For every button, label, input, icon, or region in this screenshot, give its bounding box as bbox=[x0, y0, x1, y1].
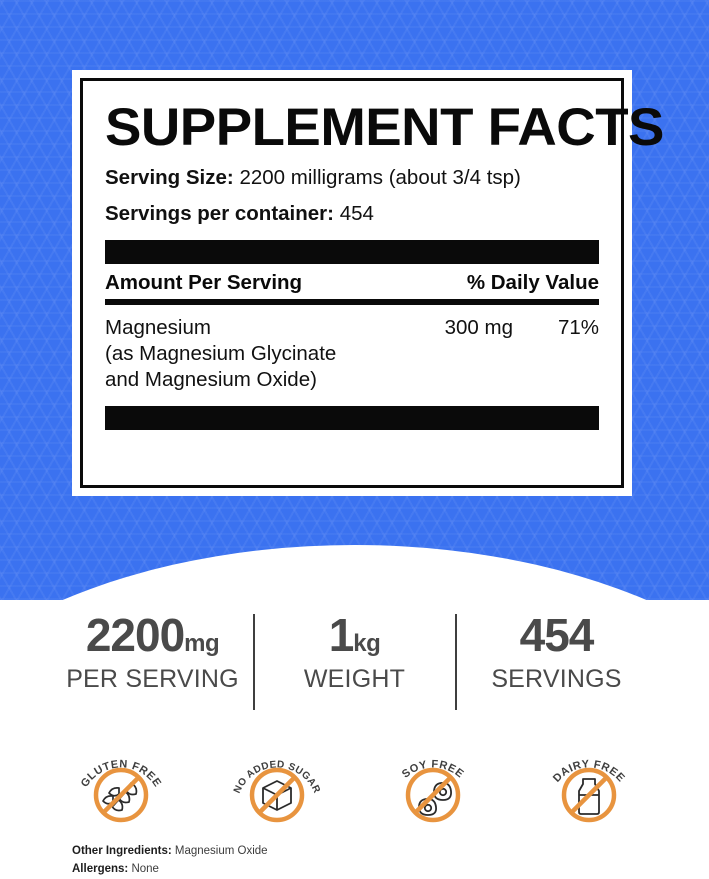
badge-no-added-sugar-label: NO ADDED SUGAR bbox=[231, 759, 321, 795]
stat-per-serving: 2200mg PER SERVING bbox=[53, 612, 253, 692]
nutrient-source-line-1: (as Magnesium Glycinate bbox=[105, 342, 337, 366]
supplement-facts-border: SUPPLEMENT FACTS Serving Size: 2200 mill… bbox=[80, 78, 664, 488]
stat-servings: 454 SERVINGS bbox=[457, 612, 657, 692]
table-row: Magnesium 300 mg 71% (as Magnesium Glyci… bbox=[105, 315, 599, 394]
stat-servings-value: 454 bbox=[519, 609, 595, 661]
table-top-bar bbox=[105, 240, 599, 264]
allergens-label: Allergens: bbox=[72, 862, 129, 875]
page-title: SUPPLEMENT FACTS bbox=[105, 98, 664, 157]
stat-divider-1 bbox=[252, 614, 255, 710]
serving-size-label: Serving Size: bbox=[105, 166, 234, 189]
stat-servings-caption: SERVINGS bbox=[491, 665, 622, 693]
other-ingredients-value: Magnesium Oxide bbox=[174, 845, 268, 857]
servings-per-container-value: 454 bbox=[339, 202, 374, 225]
serving-size-line: Serving Size: 2200 milligrams (about 3/4… bbox=[105, 166, 599, 190]
nutrient-daily-value: 71% bbox=[557, 316, 599, 339]
stat-per-serving-unit: mg bbox=[184, 630, 220, 657]
svg-text:GLUTEN FREE: GLUTEN FREE bbox=[78, 758, 163, 789]
allergens-value: None bbox=[131, 862, 159, 875]
allergens-line: Allergens: None bbox=[72, 861, 632, 879]
stat-weight-value: 1 bbox=[328, 609, 355, 661]
footer-notes: Other Ingredients: Magnesium Oxide Aller… bbox=[72, 843, 632, 879]
table-bottom-bar bbox=[105, 405, 599, 430]
table-header-row: Amount Per Serving % Daily Value bbox=[105, 271, 599, 295]
amount-per-serving-header: Amount Per Serving bbox=[105, 271, 303, 294]
stat-servings-number: 454 bbox=[457, 612, 657, 658]
soybean-icon bbox=[405, 767, 460, 823]
stat-per-serving-number: 2200mg bbox=[53, 612, 253, 658]
stat-weight: 1kg WEIGHT bbox=[255, 612, 455, 692]
stat-divider-2 bbox=[454, 614, 457, 710]
other-ingredients-line: Other Ingredients: Magnesium Oxide bbox=[72, 843, 632, 861]
stats-strip: 2200mg PER SERVING 1kg WEIGHT 454 SERVIN… bbox=[0, 612, 709, 717]
stat-per-serving-caption: PER SERVING bbox=[66, 665, 239, 693]
daily-value-header: % Daily Value bbox=[466, 271, 599, 294]
stat-weight-caption: WEIGHT bbox=[303, 665, 406, 693]
stat-per-serving-value: 2200 bbox=[85, 609, 185, 661]
milk-bottle-icon bbox=[561, 767, 616, 823]
badge-dairy-free: DAIRY FREE bbox=[537, 733, 641, 831]
servings-per-container-line: Servings per container: 454 bbox=[105, 202, 599, 226]
servings-per-container-label: Servings per container: bbox=[105, 202, 334, 225]
badge-gluten-free-label: GLUTEN FREE bbox=[78, 758, 162, 789]
stat-weight-unit: kg bbox=[353, 630, 381, 657]
table-header-rule bbox=[105, 299, 599, 305]
badge-soy-free: SOY FREE bbox=[381, 733, 485, 831]
badge-gluten-free: GLUTEN FREE bbox=[69, 733, 173, 831]
nutrient-name: Magnesium bbox=[105, 316, 211, 339]
nutrient-amount: 300 mg bbox=[444, 316, 513, 339]
other-ingredients-label: Other Ingredients: bbox=[72, 845, 172, 857]
serving-size-value: 2200 milligrams (about 3/4 tsp) bbox=[239, 166, 521, 189]
supplement-facts-panel: SUPPLEMENT FACTS Serving Size: 2200 mill… bbox=[72, 70, 664, 496]
wheat-icon bbox=[93, 767, 148, 823]
nutrient-source-line-2: and Magnesium Oxide) bbox=[105, 368, 317, 392]
certification-badges: GLUTEN FREE NO ADDED SUGAR bbox=[0, 733, 709, 833]
stat-weight-number: 1kg bbox=[255, 612, 455, 658]
sugar-cube-icon bbox=[249, 767, 304, 823]
badge-no-added-sugar: NO ADDED SUGAR bbox=[225, 733, 329, 831]
svg-text:NO ADDED SUGAR: NO ADDED SUGAR bbox=[231, 759, 321, 795]
